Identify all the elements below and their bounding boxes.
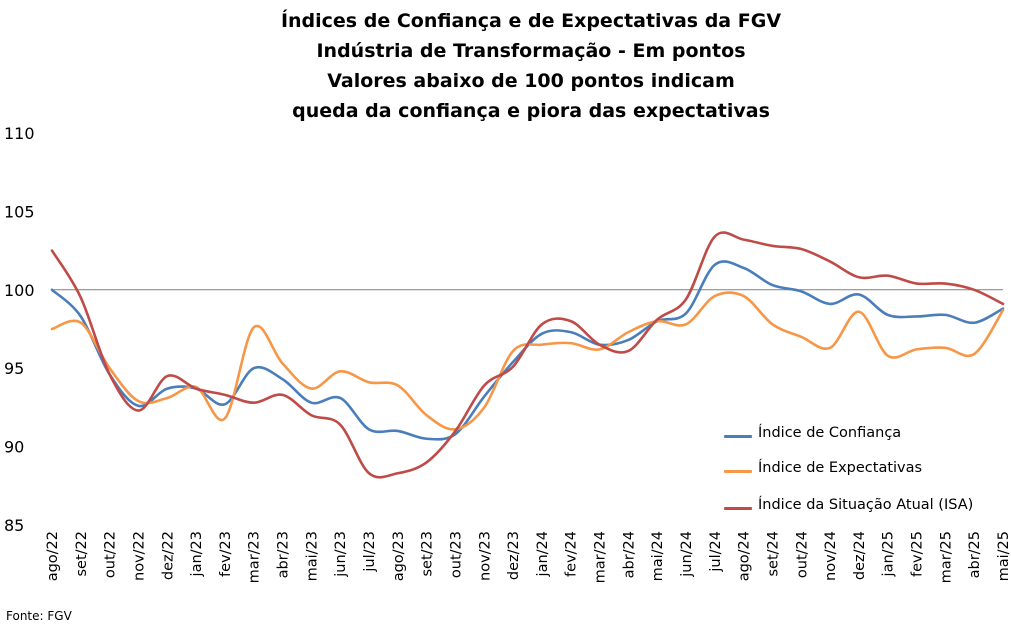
x-tick-label: mai/25 bbox=[996, 531, 1011, 581]
y-axis: 85 90 95 100 105 110 bbox=[4, 124, 35, 535]
x-tick-label: out/24 bbox=[794, 531, 810, 578]
x-tick-label: abr/24 bbox=[621, 531, 637, 578]
x-tick-label: jan/25 bbox=[881, 531, 897, 577]
x-tick-label: ago/23 bbox=[391, 531, 407, 581]
chart-title-line-2: Indústria de Transformação - Em pontos bbox=[316, 40, 746, 62]
legend-label-confianca: Índice de Confiança bbox=[758, 425, 902, 441]
y-tick-label: 85 bbox=[4, 516, 24, 535]
x-axis: ago/22 set/22 out/22 nov/22 dez/22 jan/23 fev/… bbox=[45, 531, 1011, 583]
x-tick-label: jan/24 bbox=[535, 531, 551, 577]
y-tick-label: 105 bbox=[4, 202, 35, 221]
x-tick-label: dez/24 bbox=[852, 531, 868, 580]
x-tick-label: set/23 bbox=[420, 531, 436, 577]
x-tick-label: nov/22 bbox=[131, 531, 147, 581]
x-tick-label: set/22 bbox=[74, 531, 90, 577]
x-tick-label: ago/24 bbox=[737, 531, 753, 581]
x-tick-label: ago/22 bbox=[45, 531, 61, 581]
x-tick-label: mai/24 bbox=[650, 531, 666, 581]
chart-title-line-1: Índices de Confiança e de Expectativas d… bbox=[280, 10, 782, 32]
series-line-expectativas bbox=[50, 291, 1005, 431]
y-tick-label: 100 bbox=[4, 281, 35, 300]
x-tick-label: jun/24 bbox=[679, 531, 695, 578]
x-tick-label: jul/24 bbox=[708, 531, 724, 573]
y-tick-label: 95 bbox=[4, 359, 24, 378]
x-tick-label: nov/23 bbox=[477, 531, 493, 581]
x-tick-label: jun/23 bbox=[333, 531, 349, 578]
chart-title-line-4: queda da confiança e piora das expectati… bbox=[292, 100, 770, 122]
x-tick-label: mar/24 bbox=[593, 531, 609, 583]
x-tick-label: dez/23 bbox=[506, 531, 522, 580]
legend-swatch-confianca bbox=[724, 435, 752, 438]
series-line-confianca bbox=[50, 260, 1005, 441]
legend-label-isa: Índice da Situação Atual (ISA) bbox=[758, 497, 974, 513]
series-line-isa bbox=[50, 231, 1005, 479]
x-tick-label: abr/23 bbox=[276, 531, 292, 578]
x-tick-label: jan/23 bbox=[189, 531, 205, 577]
x-tick-label: mar/25 bbox=[938, 531, 954, 583]
chart-title: Índices de Confiança e de Expectativas d… bbox=[0, 6, 1011, 126]
x-tick-label: fev/23 bbox=[218, 531, 234, 577]
x-tick-label: fev/25 bbox=[910, 531, 926, 577]
x-tick-label: dez/22 bbox=[160, 531, 176, 580]
legend-swatch-isa bbox=[724, 507, 752, 510]
x-tick-label: mai/23 bbox=[304, 531, 320, 581]
x-tick-label: jul/23 bbox=[362, 531, 378, 573]
y-tick-label: 110 bbox=[4, 124, 35, 143]
x-tick-label: out/22 bbox=[103, 531, 119, 578]
legend-swatch-expectativas bbox=[724, 470, 752, 473]
series-layer bbox=[50, 231, 1005, 479]
y-tick-label: 90 bbox=[4, 438, 24, 457]
legend-label-expectativas: Índice de Expectativas bbox=[758, 460, 923, 476]
x-tick-label: set/24 bbox=[765, 531, 781, 577]
x-tick-label: abr/25 bbox=[967, 531, 983, 578]
source-note: Fonte: FGV bbox=[6, 609, 72, 623]
x-tick-label: nov/24 bbox=[823, 531, 839, 581]
x-tick-label: out/23 bbox=[448, 531, 464, 578]
chart-title-line-3: Valores abaixo de 100 pontos indicam bbox=[327, 70, 735, 92]
x-tick-label: fev/24 bbox=[564, 531, 580, 577]
x-tick-label: mar/23 bbox=[247, 531, 263, 583]
